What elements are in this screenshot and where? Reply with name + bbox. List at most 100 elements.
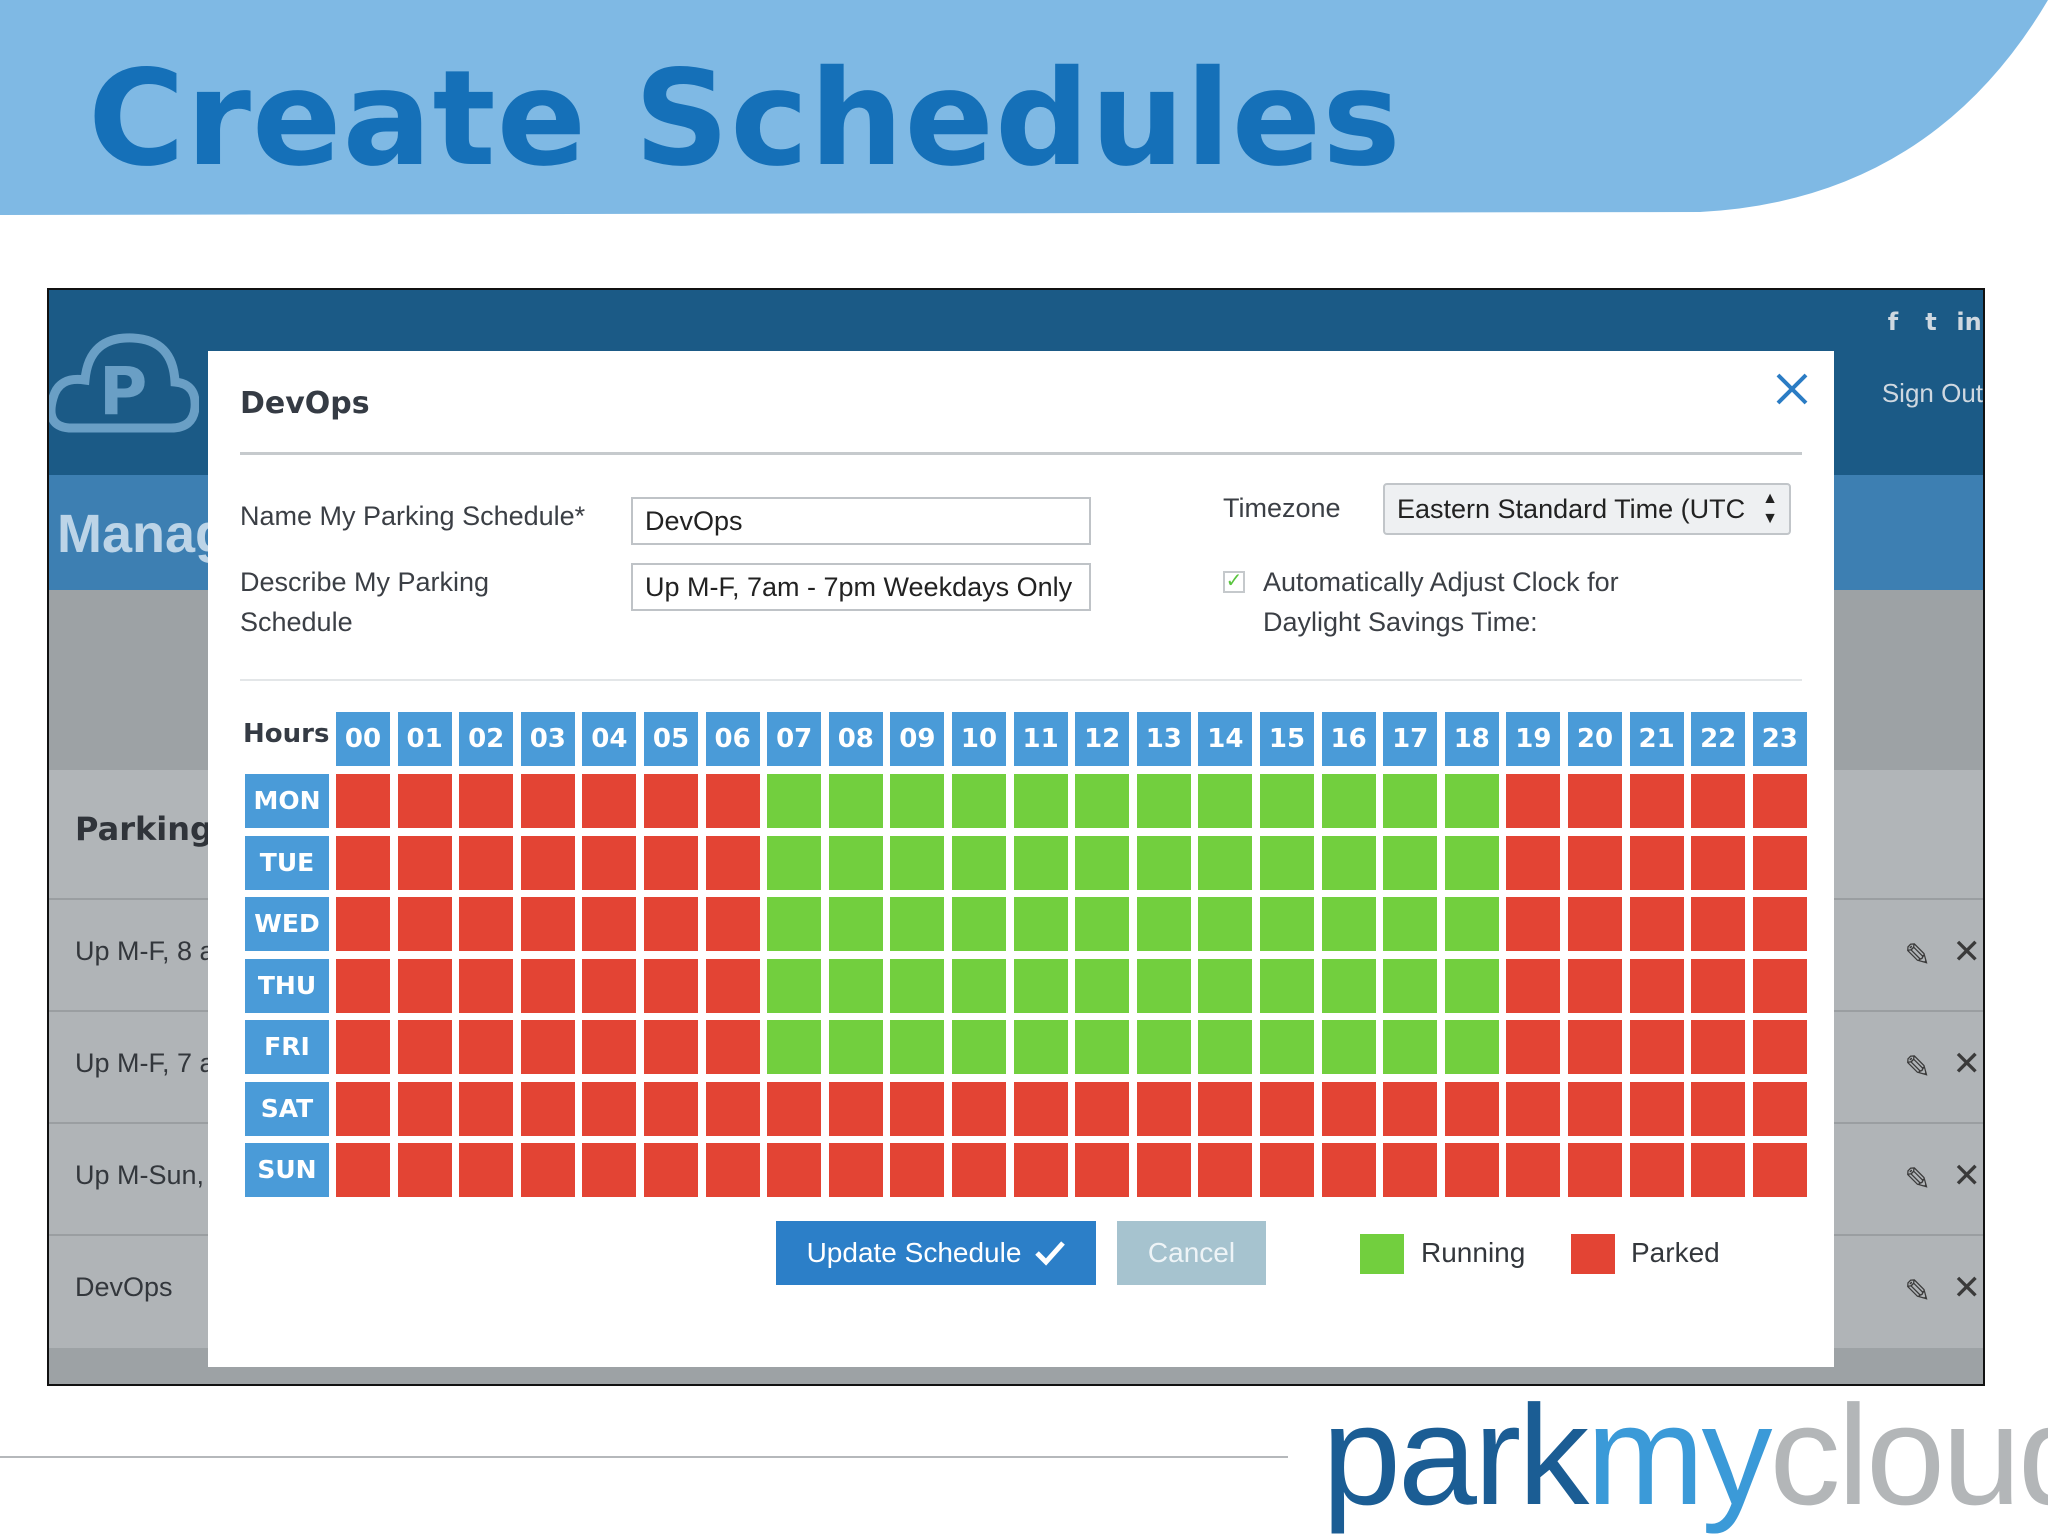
schedule-cell-thu-01-parked[interactable]: [397, 958, 452, 1013]
schedule-cell-sun-15-parked[interactable]: [1260, 1143, 1314, 1197]
hour-header-04[interactable]: 04: [582, 712, 637, 766]
schedule-cell-sun-23-parked[interactable]: [1752, 1143, 1807, 1197]
sign-out-link[interactable]: Sign Out: [1881, 378, 1983, 408]
hour-header-01[interactable]: 01: [397, 712, 452, 766]
schedule-cell-sat-17-parked[interactable]: [1383, 1081, 1438, 1136]
hour-header-03[interactable]: 03: [520, 712, 575, 766]
schedule-cell-tue-21-parked[interactable]: [1629, 835, 1684, 890]
schedule-cell-sun-05-parked[interactable]: [644, 1143, 698, 1197]
hour-header-09[interactable]: 09: [890, 712, 945, 766]
schedule-cell-mon-11-running[interactable]: [1013, 774, 1068, 828]
hour-header-13[interactable]: 13: [1136, 712, 1191, 766]
hour-header-18[interactable]: 18: [1444, 712, 1499, 766]
schedule-cell-wed-03-parked[interactable]: [520, 897, 575, 951]
schedule-cell-sun-01-parked[interactable]: [397, 1143, 452, 1197]
schedule-cell-thu-02-parked[interactable]: [459, 958, 514, 1013]
schedule-cell-thu-06-parked[interactable]: [705, 958, 760, 1013]
schedule-cell-thu-22-parked[interactable]: [1691, 958, 1746, 1013]
hour-header-22[interactable]: 22: [1691, 712, 1746, 766]
schedule-cell-fri-20-parked[interactable]: [1568, 1020, 1622, 1074]
schedule-cell-mon-05-parked[interactable]: [644, 774, 698, 828]
schedule-cell-tue-08-running[interactable]: [828, 835, 883, 890]
schedule-cell-fri-00-parked[interactable]: [336, 1020, 390, 1074]
hour-header-10[interactable]: 10: [952, 712, 1006, 766]
hour-header-06[interactable]: 06: [705, 712, 760, 766]
hour-header-11[interactable]: 11: [1013, 712, 1068, 766]
schedule-cell-tue-07-running[interactable]: [767, 835, 822, 890]
schedule-cell-mon-13-running[interactable]: [1136, 774, 1191, 828]
schedule-cell-thu-12-running[interactable]: [1075, 958, 1130, 1013]
schedule-cell-sat-16-parked[interactable]: [1321, 1081, 1376, 1136]
edit-pencil-icon[interactable]: ✎: [1904, 1161, 1931, 1197]
schedule-cell-sat-21-parked[interactable]: [1629, 1081, 1684, 1136]
schedule-cell-wed-05-parked[interactable]: [644, 897, 698, 951]
timezone-select[interactable]: Eastern Standard Time (UTC ▲ ▼: [1383, 483, 1791, 535]
schedule-cell-wed-18-running[interactable]: [1444, 897, 1499, 951]
schedule-cell-mon-02-parked[interactable]: [459, 774, 514, 828]
schedule-cell-fri-06-parked[interactable]: [705, 1020, 760, 1074]
schedule-cell-wed-21-parked[interactable]: [1629, 897, 1684, 951]
schedule-cell-tue-03-parked[interactable]: [520, 835, 575, 890]
schedule-cell-thu-13-running[interactable]: [1136, 958, 1191, 1013]
schedule-cell-fri-19-parked[interactable]: [1506, 1020, 1561, 1074]
schedule-cell-tue-19-parked[interactable]: [1506, 835, 1561, 890]
schedule-cell-fri-08-running[interactable]: [828, 1020, 883, 1074]
schedule-cell-tue-22-parked[interactable]: [1691, 835, 1746, 890]
schedule-cell-sat-04-parked[interactable]: [582, 1081, 637, 1136]
schedule-cell-sat-11-parked[interactable]: [1013, 1081, 1068, 1136]
schedule-cell-thu-11-running[interactable]: [1013, 958, 1068, 1013]
schedule-cell-mon-00-parked[interactable]: [336, 774, 390, 828]
schedule-cell-fri-23-parked[interactable]: [1752, 1020, 1807, 1074]
schedule-cell-wed-06-parked[interactable]: [705, 897, 760, 951]
schedule-cell-sun-07-parked[interactable]: [767, 1143, 822, 1197]
schedule-cell-mon-04-parked[interactable]: [582, 774, 637, 828]
schedule-cell-wed-16-running[interactable]: [1321, 897, 1376, 951]
day-header-mon[interactable]: MON: [245, 774, 329, 828]
schedule-cell-wed-11-running[interactable]: [1013, 897, 1068, 951]
schedule-cell-sun-06-parked[interactable]: [705, 1143, 760, 1197]
schedule-cell-sun-11-parked[interactable]: [1013, 1143, 1068, 1197]
schedule-cell-mon-06-parked[interactable]: [705, 774, 760, 828]
schedule-cell-sat-14-parked[interactable]: [1198, 1081, 1253, 1136]
schedule-cell-fri-16-running[interactable]: [1321, 1020, 1376, 1074]
schedule-cell-sun-13-parked[interactable]: [1136, 1143, 1191, 1197]
schedule-cell-sat-19-parked[interactable]: [1506, 1081, 1561, 1136]
update-schedule-button[interactable]: Update Schedule: [776, 1221, 1096, 1285]
schedule-cell-sun-12-parked[interactable]: [1075, 1143, 1130, 1197]
schedule-cell-mon-12-running[interactable]: [1075, 774, 1130, 828]
schedule-cell-fri-02-parked[interactable]: [459, 1020, 514, 1074]
schedule-cell-thu-23-parked[interactable]: [1752, 958, 1807, 1013]
schedule-cell-sun-14-parked[interactable]: [1198, 1143, 1253, 1197]
close-icon[interactable]: [1770, 367, 1814, 411]
schedule-cell-sun-02-parked[interactable]: [459, 1143, 514, 1197]
schedule-cell-thu-19-parked[interactable]: [1506, 958, 1561, 1013]
schedule-cell-mon-16-running[interactable]: [1321, 774, 1376, 828]
day-header-thu[interactable]: THU: [245, 958, 329, 1013]
hour-header-19[interactable]: 19: [1506, 712, 1561, 766]
schedule-cell-tue-02-parked[interactable]: [459, 835, 514, 890]
schedule-cell-thu-03-parked[interactable]: [520, 958, 575, 1013]
schedule-cell-fri-03-parked[interactable]: [520, 1020, 575, 1074]
schedule-cell-fri-22-parked[interactable]: [1691, 1020, 1746, 1074]
schedule-cell-sun-08-parked[interactable]: [828, 1143, 883, 1197]
edit-pencil-icon[interactable]: ✎: [1904, 1273, 1931, 1309]
schedule-cell-fri-13-running[interactable]: [1136, 1020, 1191, 1074]
hour-header-07[interactable]: 07: [767, 712, 822, 766]
schedule-cell-sat-12-parked[interactable]: [1075, 1081, 1130, 1136]
schedule-description-input[interactable]: [631, 563, 1091, 611]
schedule-cell-fri-15-running[interactable]: [1260, 1020, 1314, 1074]
schedule-cell-thu-15-running[interactable]: [1260, 958, 1314, 1013]
schedule-cell-wed-08-running[interactable]: [828, 897, 883, 951]
schedule-cell-fri-04-parked[interactable]: [582, 1020, 637, 1074]
schedule-cell-mon-09-running[interactable]: [890, 774, 945, 828]
schedule-cell-sun-04-parked[interactable]: [582, 1143, 637, 1197]
schedule-cell-tue-05-parked[interactable]: [644, 835, 698, 890]
schedule-cell-mon-23-parked[interactable]: [1752, 774, 1807, 828]
schedule-cell-mon-20-parked[interactable]: [1568, 774, 1622, 828]
schedule-cell-fri-09-running[interactable]: [890, 1020, 945, 1074]
dst-checkbox[interactable]: ✓: [1223, 571, 1245, 593]
schedule-cell-mon-19-parked[interactable]: [1506, 774, 1561, 828]
schedule-cell-sun-00-parked[interactable]: [336, 1143, 390, 1197]
day-header-fri[interactable]: FRI: [245, 1020, 329, 1074]
schedule-cell-sun-10-parked[interactable]: [952, 1143, 1006, 1197]
